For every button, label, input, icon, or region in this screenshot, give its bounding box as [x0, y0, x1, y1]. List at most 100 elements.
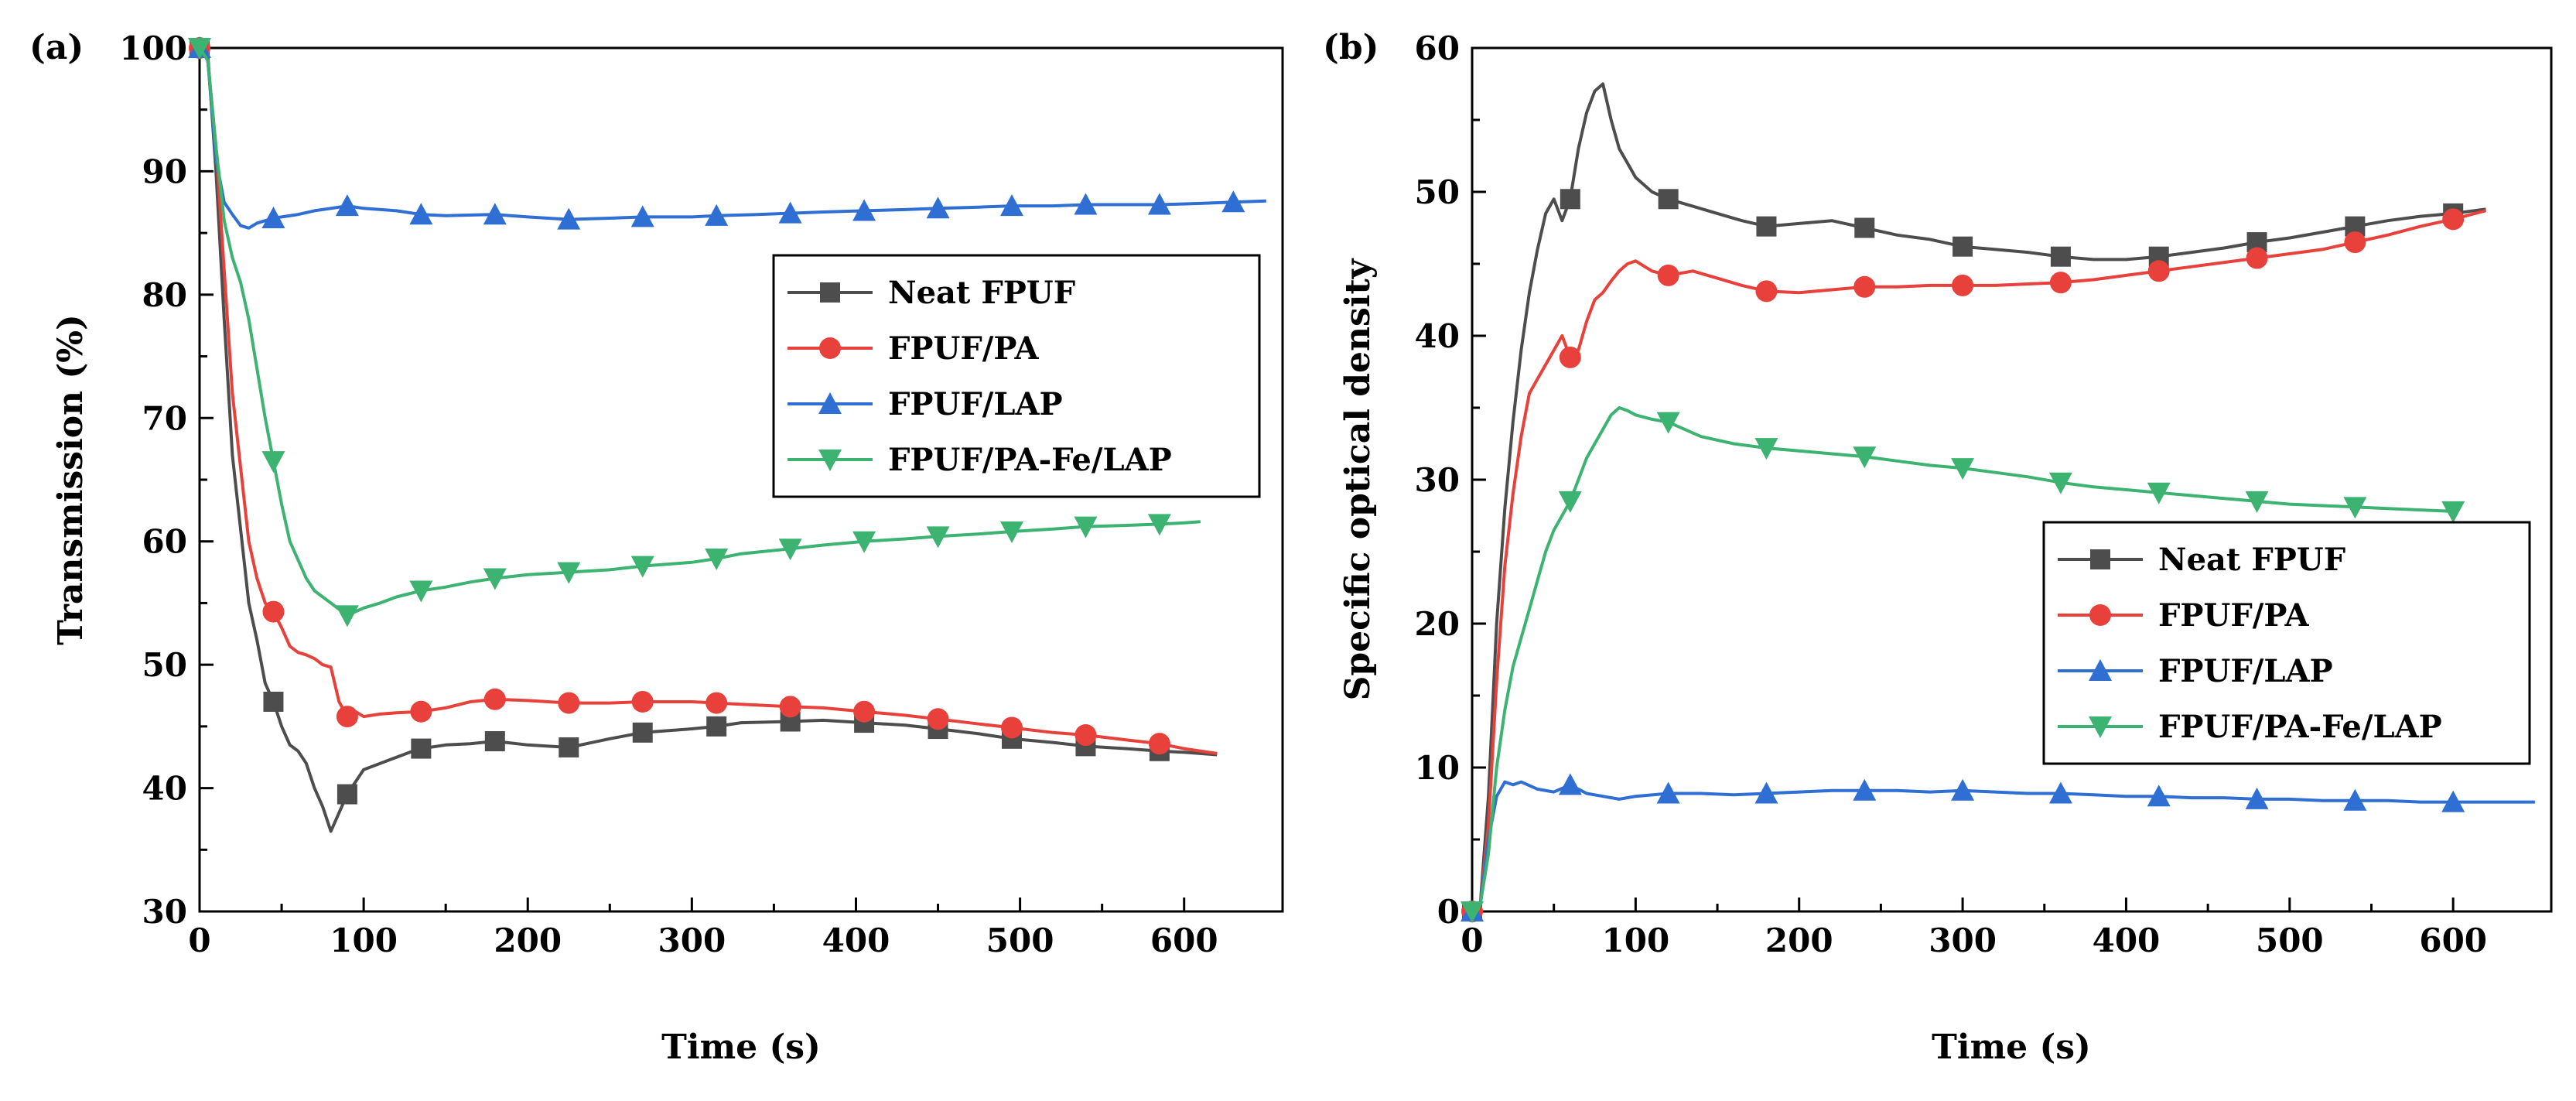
y-tick-label: 60: [1415, 29, 1460, 67]
x-tick-label: 300: [658, 921, 726, 959]
x-tick-label: 200: [1765, 921, 1833, 959]
data-point: [2147, 482, 2171, 504]
panel-a-legend-box: [772, 254, 1261, 498]
y-tick-label: 40: [142, 770, 187, 808]
x-tick-label: 0: [1461, 921, 1483, 959]
data-point: [2343, 497, 2367, 519]
panel-b-legend-box: [2042, 521, 2531, 765]
series-neat-fpuf: [1462, 82, 2486, 921]
data-point: [2442, 208, 2465, 231]
panel-b-legend: Neat FPUF FPUF/PA FPUF/LAP FPUF/PA-Fe/LAP: [2042, 521, 2531, 765]
panel-b-ylabel: Specific optical density: [1338, 258, 1378, 700]
data-point: [336, 706, 358, 728]
panel-a-label: (a): [29, 28, 84, 67]
x-tick-label: 300: [1929, 921, 1997, 959]
data-point: [778, 539, 802, 561]
data-point: [926, 526, 950, 549]
legend-marker: [818, 450, 842, 471]
data-point: [2441, 501, 2465, 523]
data-point: [484, 730, 505, 751]
data-point: [2050, 246, 2071, 267]
x-tick-label: 500: [986, 921, 1054, 959]
y-tick-label: 60: [142, 523, 187, 561]
data-point: [1853, 778, 1877, 801]
data-point: [335, 605, 359, 627]
data-point: [188, 38, 211, 60]
panel-a-legend: Neat FPUF FPUF/PA FPUF/LAP FPUF/PA-Fe/LAP: [772, 254, 1261, 498]
panel-b: (b) 0 100 200 300 400 500 600 0 10 20 30 40 50 60 Tim…: [1323, 28, 2553, 1067]
series-line: [1471, 82, 2486, 913]
legend-marker: [2089, 716, 2112, 738]
x-tick-label: 600: [1150, 921, 1218, 959]
data-point: [262, 600, 285, 623]
data-point: [852, 531, 876, 553]
data-point: [2344, 231, 2366, 254]
panel-a-ylabel: Transmission (%): [51, 314, 91, 645]
x-tick-label: 400: [822, 921, 890, 959]
panel-a-tick-labels: 0 100 200 300 400 500 600 30 40 50 60 70 80 90 100: [119, 29, 1218, 959]
data-point: [1000, 194, 1023, 217]
data-point: [1074, 724, 1097, 747]
data-point: [630, 556, 654, 578]
data-point: [1000, 521, 1023, 543]
data-point: [1558, 491, 1582, 513]
legend-label: Neat FPUF: [888, 275, 1075, 311]
data-point: [1001, 716, 1023, 739]
data-point: [1461, 901, 1484, 923]
data-point: [411, 738, 432, 759]
y-tick-label: 0: [1437, 893, 1460, 931]
data-point: [705, 692, 728, 714]
data-point: [779, 696, 801, 718]
data-point: [1559, 346, 1581, 368]
y-tick-label: 100: [119, 29, 187, 67]
data-point: [1656, 412, 1680, 434]
legend-marker: [819, 337, 841, 359]
panel-b-tick-labels: 0 100 200 300 400 500 600 0 10 20 30 40 50 60: [1415, 29, 2487, 959]
data-point: [1951, 458, 1975, 480]
legend-marker: [2089, 604, 2111, 626]
data-point: [631, 690, 654, 713]
data-point: [1658, 189, 1679, 210]
data-point: [1074, 193, 1098, 215]
data-point: [852, 199, 876, 221]
panel-b-series: [1461, 82, 2535, 923]
legend-marker: [820, 282, 840, 303]
data-point: [926, 197, 950, 219]
data-point: [1657, 264, 1679, 286]
data-point: [2343, 788, 2367, 811]
y-tick-label: 50: [142, 646, 187, 684]
legend-label: Neat FPUF: [2158, 542, 2345, 578]
data-point: [1074, 516, 1098, 539]
series-line: [1471, 209, 2487, 913]
y-tick-label: 50: [1415, 173, 1460, 211]
data-point: [705, 203, 729, 226]
data-point: [1221, 190, 1245, 213]
data-point: [1853, 446, 1877, 469]
data-point: [557, 207, 581, 230]
data-point: [2245, 787, 2269, 809]
y-tick-label: 20: [1415, 605, 1460, 643]
data-point: [337, 784, 357, 805]
legend-label: FPUF/LAP: [2158, 653, 2333, 689]
data-point: [483, 568, 507, 590]
panel-a: (a) 0 100 200 300 400 500 600 30 40 50 60 70 80 90 100…: [29, 28, 1284, 1067]
data-point: [1754, 438, 1778, 460]
legend-label: FPUF/PA-Fe/LAP: [888, 442, 1172, 478]
data-point: [927, 708, 949, 730]
x-tick-label: 0: [188, 921, 210, 959]
data-point: [705, 549, 729, 571]
data-point: [1756, 216, 1777, 237]
legend-marker: [2090, 549, 2110, 569]
data-point: [2147, 785, 2171, 807]
data-point: [2147, 260, 2170, 282]
data-point: [1754, 781, 1778, 804]
y-tick-label: 30: [1415, 461, 1460, 499]
data-point: [261, 207, 285, 229]
legend-label: FPUF/LAP: [888, 386, 1063, 422]
panel-a-xlabel: Time (s): [661, 1027, 821, 1067]
y-tick-label: 90: [142, 152, 187, 190]
data-point: [1952, 274, 1974, 296]
data-point: [410, 700, 432, 723]
data-point: [1853, 275, 1876, 298]
data-point: [2048, 472, 2072, 494]
